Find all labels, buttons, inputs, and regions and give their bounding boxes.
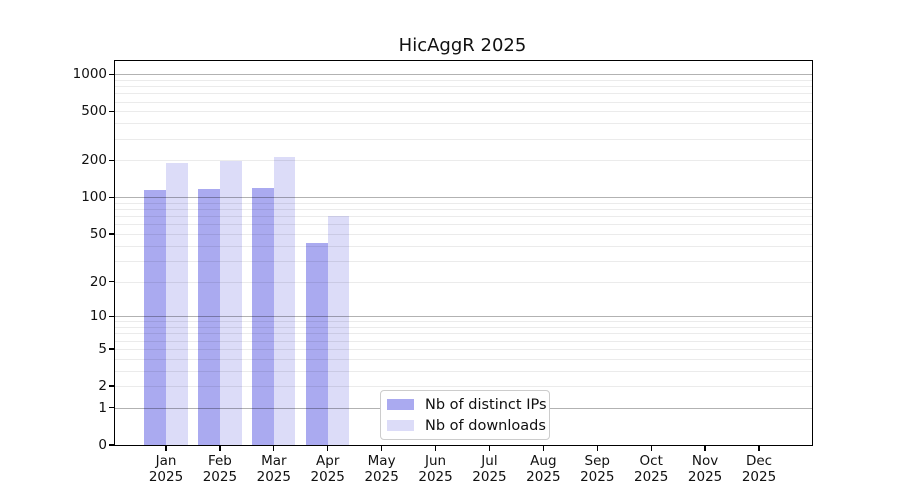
y-tick-label-500: 500 — [81, 103, 107, 120]
x-label-month: Dec — [745, 453, 773, 469]
x-tick-oct — [650, 446, 652, 451]
x-label-month: Aug — [530, 453, 557, 469]
x-label-year: 2025 — [202, 468, 238, 485]
bar-jan-distinct-ips — [144, 190, 166, 445]
x-label-year: 2025 — [687, 468, 723, 485]
y-tick-label-1000: 1000 — [72, 66, 107, 83]
y-tick-label-2: 2 — [98, 378, 107, 395]
minor-gridline-600 — [115, 101, 812, 103]
x-label-month: Feb — [207, 453, 232, 469]
bar-mar-downloads — [273, 156, 296, 445]
major-gridline-1000 — [115, 74, 812, 76]
y-tick-label-5: 5 — [98, 340, 107, 357]
x-tick-apr — [327, 446, 329, 451]
y-tick-200 — [108, 159, 114, 162]
x-tick-label-mar: Mar 2025 — [244, 453, 304, 485]
x-tick-label-jun: Jun 2025 — [406, 453, 466, 485]
legend-row-distinct-ips: Nb of distinct IPs — [387, 394, 549, 415]
bar-feb-distinct-ips — [198, 189, 220, 445]
y-tick-label-20: 20 — [89, 273, 107, 290]
bar-apr-distinct-ips — [306, 243, 328, 445]
y-tick-label-50: 50 — [89, 226, 107, 243]
x-label-year: 2025 — [472, 468, 507, 485]
minor-gridline-500 — [115, 111, 812, 113]
x-label-year: 2025 — [148, 468, 184, 485]
x-tick-feb — [219, 446, 221, 451]
legend-label-downloads: Nb of downloads — [425, 417, 546, 434]
legend-label-distinct-ips: Nb of distinct IPs — [425, 396, 547, 413]
x-label-year: 2025 — [364, 468, 399, 485]
x-label-year: 2025 — [256, 468, 291, 485]
y-tick-20 — [108, 280, 114, 283]
x-label-year: 2025 — [418, 468, 453, 485]
x-label-month: Nov — [691, 453, 719, 469]
x-tick-jul — [488, 446, 491, 451]
x-label-month: Mar — [261, 453, 287, 469]
x-tick-label-may: May 2025 — [352, 453, 412, 485]
x-label-month: Oct — [639, 453, 663, 469]
y-tick-0 — [108, 444, 114, 446]
x-tick-label-nov: Nov 2025 — [675, 453, 735, 485]
minor-gridline-900 — [115, 79, 812, 81]
x-tick-label-jul: Jul 2025 — [459, 453, 519, 485]
x-label-month: Apr — [316, 453, 340, 469]
x-label-month: Jan — [155, 453, 177, 469]
plot-area: Nb of distinct IPs Nb of downloads 0 1 2 5 10… — [73, 60, 813, 484]
y-tick-label-100: 100 — [81, 189, 107, 206]
minor-gridline-800 — [115, 86, 812, 88]
y-tick-label-0: 0 — [98, 437, 107, 453]
x-tick-label-apr: Apr 2025 — [298, 453, 358, 485]
x-tick-mar — [273, 446, 275, 451]
y-tick-500 — [108, 110, 114, 113]
x-label-year: 2025 — [580, 468, 615, 485]
y-tick-1000 — [108, 73, 114, 75]
x-tick-jun — [434, 446, 437, 451]
legend: Nb of distinct IPs Nb of downloads — [380, 390, 550, 440]
x-tick-label-dec: Dec 2025 — [729, 453, 789, 485]
x-tick-aug — [542, 446, 545, 451]
x-tick-nov — [704, 446, 706, 451]
minor-gridline-300 — [115, 138, 812, 140]
x-tick-label-oct: Oct 2025 — [621, 453, 681, 485]
x-label-month: Sep — [584, 453, 610, 469]
x-tick-label-feb: Feb 2025 — [190, 453, 250, 485]
y-tick-10 — [108, 315, 114, 317]
chart-title: HicAggR 2025 — [398, 35, 527, 56]
x-label-year: 2025 — [741, 468, 777, 485]
x-tick-label-jan: Jan 2025 — [136, 453, 196, 485]
legend-swatch-distinct-ips — [387, 399, 414, 410]
bar-apr-downloads — [327, 216, 350, 445]
x-tick-dec — [758, 446, 760, 451]
y-tick-5 — [108, 348, 114, 350]
x-label-month: Jul — [481, 453, 498, 469]
x-label-year: 2025 — [526, 468, 561, 485]
x-tick-jan — [165, 446, 167, 451]
x-label-year: 2025 — [634, 468, 669, 485]
legend-swatch-downloads — [387, 420, 414, 431]
bar-feb-downloads — [219, 160, 242, 445]
x-tick-label-sep: Sep 2025 — [567, 453, 627, 485]
y-tick-100 — [108, 196, 114, 198]
y-tick-label-1: 1 — [98, 399, 107, 416]
y-tick-1 — [108, 407, 114, 409]
bar-mar-distinct-ips — [252, 187, 274, 445]
x-tick-sep — [596, 446, 598, 451]
legend-row-downloads: Nb of downloads — [387, 415, 549, 436]
y-tick-50 — [108, 233, 114, 235]
x-label-year: 2025 — [310, 468, 345, 485]
bar-jan-downloads — [166, 162, 188, 445]
x-tick-label-aug: Aug 2025 — [513, 453, 573, 485]
x-tick-may — [380, 446, 383, 451]
minor-gridline-700 — [115, 93, 812, 95]
x-label-month: Jun — [425, 453, 447, 469]
y-tick-label-10: 10 — [89, 308, 107, 325]
minor-gridline-400 — [115, 123, 812, 125]
y-tick-label-200: 200 — [81, 152, 107, 169]
x-label-month: May — [367, 453, 396, 469]
y-tick-2 — [108, 385, 114, 387]
